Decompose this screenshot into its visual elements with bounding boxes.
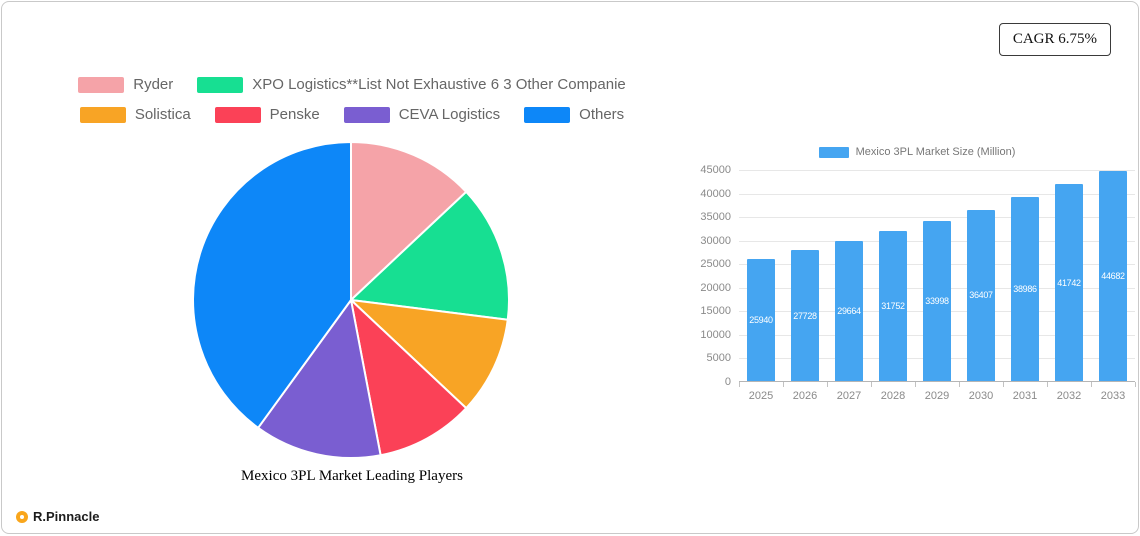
bar-value-label: 29664 <box>837 306 861 317</box>
bar-value-label: 27728 <box>793 310 817 321</box>
brand-name: R.Pinnacle <box>33 509 100 524</box>
legend-label: Solistica <box>134 106 191 123</box>
legend-label: XPO Logistics**List Not Exhaustive 6 3 O… <box>252 76 626 93</box>
bar-chart-x-axis-row: 2025 2026 2027 2028 2029 2030 2031 2032 2033 <box>697 382 1137 404</box>
bar-value-label: 44682 <box>1101 270 1125 281</box>
gridline <box>739 170 1135 171</box>
y-axis-tick-label: 35000 <box>700 211 731 224</box>
bar-legend-swatch <box>818 146 849 158</box>
bar-value-label: 41742 <box>1057 277 1081 288</box>
legend-swatch <box>197 76 244 93</box>
gridline <box>739 217 1135 219</box>
bar-value-label: 25940 <box>749 314 773 325</box>
pie-slice-ceva-logistics <box>257 299 382 459</box>
bar-2033: 44682 <box>1099 170 1127 381</box>
x-axis-tick-label: 2029 <box>924 390 950 402</box>
pie-chart-title: Mexico 3PL Market Leading Players <box>241 468 463 484</box>
y-axis-tick-label: 5000 <box>706 352 731 365</box>
legend-item-others[interactable]: Others <box>524 106 624 123</box>
brand-logo: R.Pinnacle <box>16 509 99 524</box>
legend-swatch <box>214 106 261 123</box>
bar-value-label: 36407 <box>969 290 993 301</box>
bar-2025: 25940 <box>747 258 775 381</box>
x-axis-tick-label: 2032 <box>1056 390 1082 402</box>
x-axis-tick-label: 2025 <box>748 390 774 402</box>
x-axis-tick <box>1003 382 1004 387</box>
brand-icon <box>16 510 28 523</box>
legend-item-penske[interactable]: Penske <box>214 106 320 123</box>
bar-2028: 31752 <box>879 231 907 381</box>
y-axis-tick-label: 40000 <box>700 187 731 200</box>
y-axis-tick-label: 30000 <box>700 234 731 247</box>
pie-slice-penske <box>350 299 468 457</box>
y-axis-tick-label: 10000 <box>700 328 731 341</box>
bar-value-label: 38986 <box>1013 284 1037 295</box>
x-axis-tick <box>739 382 740 387</box>
x-axis-tick-label: 2031 <box>1012 390 1038 402</box>
pie-slice-others <box>192 141 352 429</box>
gridline <box>739 193 1135 195</box>
x-axis-tick <box>1091 382 1092 387</box>
pie-slice-ryder <box>350 141 468 301</box>
x-axis-tick <box>827 382 828 387</box>
legend-label: Penske <box>269 106 320 123</box>
bar-legend-label: Mexico 3PL Market Size (Million) <box>855 146 1016 158</box>
x-axis-tick <box>959 382 960 387</box>
legend-swatch <box>79 106 126 123</box>
bar-chart-section: Mexico 3PL Market Size (Million) 0 5000 10… <box>697 146 1137 404</box>
bar-2027: 29664 <box>835 241 863 381</box>
bar-chart-y-axis: 0 5000 10000 15000 20000 25000 30000 35000 40000… <box>697 165 739 388</box>
bar-value-label: 33998 <box>925 295 949 306</box>
bar-2029: 33998 <box>923 220 951 381</box>
x-axis-tick <box>1135 382 1136 387</box>
bar-2032: 41742 <box>1055 184 1083 381</box>
pie-slice-solistica <box>350 299 509 410</box>
bar-chart-x-axis: 2025 2026 2027 2028 2029 2030 2031 2032 2033 <box>739 382 1137 404</box>
pie-chart <box>192 141 510 459</box>
legend-label: CEVA Logistics <box>398 106 501 123</box>
pie-legend: Ryder XPO Logistics**List Not Exhaustive … <box>32 76 672 123</box>
bar-chart-plot: 25940 27728 29664 31752 33998 36407 38986 41742… <box>739 170 1136 387</box>
bar-legend[interactable]: Mexico 3PL Market Size (Million) <box>697 146 1137 158</box>
legend-item-xpo-logistics-list-not-exhaust[interactable]: XPO Logistics**List Not Exhaustive 6 3 O… <box>197 76 626 93</box>
bar-chart: 0 5000 10000 15000 20000 25000 30000 35000 40000… <box>697 165 1137 388</box>
bar-value-label: 31752 <box>881 301 905 312</box>
y-axis-tick-label: 45000 <box>700 164 731 176</box>
y-axis-tick-label: 0 <box>724 376 731 388</box>
x-axis-tick-label: 2028 <box>880 390 906 402</box>
legend-label: Ryder <box>133 76 174 93</box>
bar-2026: 27728 <box>791 250 819 381</box>
legend-label: Others <box>579 106 625 123</box>
x-axis-tick-label: 2026 <box>792 390 818 402</box>
x-axis-tick <box>1047 382 1048 387</box>
bar-2030: 36407 <box>967 209 995 381</box>
x-axis-tick <box>871 382 872 387</box>
x-axis-tick-label: 2030 <box>968 390 994 402</box>
legend-swatch <box>343 106 390 123</box>
legend-item-ryder[interactable]: Ryder <box>78 76 173 93</box>
legend-item-solistica[interactable]: Solistica <box>79 106 191 123</box>
y-axis-tick-label: 15000 <box>700 305 731 318</box>
legend-item-ceva-logistics[interactable]: CEVA Logistics <box>343 106 501 123</box>
y-axis-tick-label: 20000 <box>700 281 731 294</box>
legend-swatch <box>78 76 125 93</box>
y-axis-tick-label: 25000 <box>700 258 731 271</box>
x-axis-tick <box>915 382 916 387</box>
x-axis-tick <box>783 382 784 387</box>
bar-2031: 38986 <box>1011 197 1039 381</box>
x-axis-tick-label: 2033 <box>1100 390 1126 402</box>
pie-slice-xpo-logistics-list-not-exhaust <box>350 190 510 321</box>
cagr-badge: CAGR 6.75% <box>998 23 1111 56</box>
legend-swatch <box>524 106 571 123</box>
x-axis-tick-label: 2027 <box>836 390 862 402</box>
